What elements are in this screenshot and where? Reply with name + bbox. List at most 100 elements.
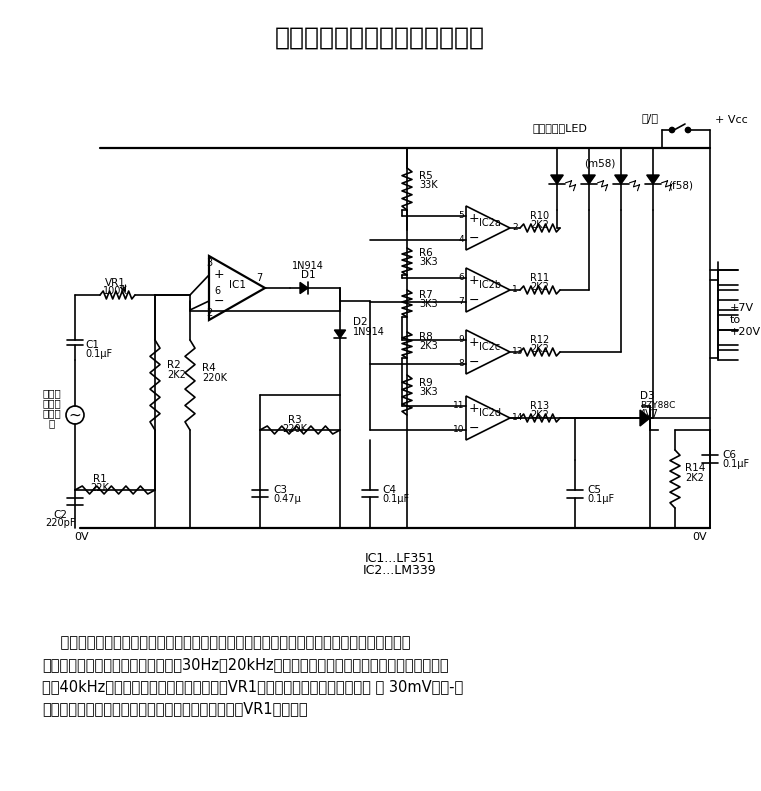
- Text: 输入信: 输入信: [43, 408, 62, 418]
- Text: C3: C3: [273, 485, 287, 495]
- Text: 7: 7: [458, 297, 464, 306]
- Text: 0.1μF: 0.1μF: [722, 459, 749, 469]
- Circle shape: [670, 127, 674, 133]
- Text: BZY88C: BZY88C: [640, 400, 675, 410]
- Text: 值）。在加上适当的输入信号时，指示器可通过调节VR1来校准。: 值）。在加上适当的输入信号时，指示器可通过调节VR1来校准。: [42, 701, 307, 716]
- Text: −: −: [469, 422, 479, 434]
- Text: IC1...LF351: IC1...LF351: [365, 551, 435, 565]
- Text: 二极管。这一电路能对音频频谱（即30Hz～20kHz）内的输入信号作出响应，但减小的响应可扩: 二极管。这一电路能对音频频谱（即30Hz～20kHz）内的输入信号作出响应，但减…: [42, 657, 449, 672]
- Text: +: +: [214, 268, 224, 282]
- Text: (m58): (m58): [584, 158, 616, 168]
- Text: 6: 6: [458, 274, 464, 282]
- Text: R3: R3: [288, 415, 302, 425]
- Text: IC2c: IC2c: [479, 342, 501, 352]
- Text: +: +: [469, 402, 479, 414]
- Text: −: −: [214, 294, 224, 308]
- Text: 0.1μF: 0.1μF: [382, 494, 409, 504]
- Text: (f58): (f58): [668, 180, 693, 190]
- Text: IC2b: IC2b: [479, 280, 501, 290]
- Text: 大到40kHz。对于如图所示的元件来说，在VR1顺时针调到头时，最大灵敏度 为 30mV（峰-峰: 大到40kHz。对于如图所示的元件来说，在VR1顺时针调到头时，最大灵敏度 为 …: [42, 679, 463, 694]
- Text: 3: 3: [206, 258, 212, 268]
- Text: 6: 6: [214, 286, 220, 296]
- Text: 8: 8: [458, 359, 464, 369]
- Text: −: −: [469, 293, 479, 306]
- Text: C1: C1: [85, 340, 99, 350]
- Text: 2K2: 2K2: [167, 370, 186, 380]
- Text: 2: 2: [206, 308, 212, 318]
- Text: +: +: [469, 211, 479, 225]
- Text: 2: 2: [512, 224, 517, 233]
- Text: R12: R12: [530, 335, 549, 345]
- Text: 220K: 220K: [202, 373, 227, 383]
- Text: 来自换: 来自换: [43, 388, 62, 398]
- Polygon shape: [640, 410, 650, 426]
- Text: 3K3: 3K3: [419, 299, 438, 309]
- Text: IC2...LM339: IC2...LM339: [363, 563, 437, 577]
- Text: R14: R14: [685, 463, 705, 473]
- Polygon shape: [647, 175, 659, 184]
- Text: 14: 14: [512, 414, 524, 422]
- Text: C6: C6: [722, 450, 736, 460]
- Text: 0V: 0V: [75, 532, 89, 542]
- Text: 廉价的交流信号条状刻度指示器: 廉价的交流信号条状刻度指示器: [275, 26, 485, 50]
- Text: +7V: +7V: [730, 303, 754, 313]
- Text: 13: 13: [512, 347, 524, 357]
- Text: D3: D3: [640, 391, 654, 401]
- Text: R7: R7: [419, 290, 433, 300]
- Text: 指示器用来显示各种换能器的交流小信号的峰值电平。各种换能器包括话筒、应变仪和光电: 指示器用来显示各种换能器的交流小信号的峰值电平。各种换能器包括话筒、应变仪和光电: [42, 635, 410, 650]
- Text: R1: R1: [93, 474, 107, 484]
- Polygon shape: [551, 175, 563, 184]
- Text: 220pF: 220pF: [45, 518, 75, 528]
- Polygon shape: [583, 175, 595, 184]
- Polygon shape: [334, 330, 345, 338]
- Text: IC1: IC1: [228, 280, 246, 290]
- Text: 100K: 100K: [103, 286, 127, 296]
- Text: 220K: 220K: [282, 424, 307, 434]
- Text: +: +: [469, 274, 479, 286]
- Text: 2K2: 2K2: [530, 344, 549, 354]
- Text: 33K: 33K: [419, 180, 438, 190]
- Text: 0.1μF: 0.1μF: [85, 349, 112, 359]
- Text: + Vcc: + Vcc: [715, 115, 748, 125]
- Text: 9: 9: [458, 335, 464, 345]
- Polygon shape: [300, 282, 308, 293]
- Text: 10: 10: [453, 426, 464, 434]
- Text: R2: R2: [167, 360, 181, 370]
- Text: 0.47μ: 0.47μ: [273, 494, 301, 504]
- Text: 2K2: 2K2: [530, 282, 549, 292]
- Text: to: to: [730, 315, 741, 325]
- Text: 0.1μF: 0.1μF: [587, 494, 614, 504]
- Text: D2: D2: [353, 317, 368, 327]
- Circle shape: [66, 406, 84, 424]
- Text: 2K2: 2K2: [530, 220, 549, 230]
- Circle shape: [686, 127, 690, 133]
- Text: R4: R4: [202, 363, 216, 373]
- Text: 号: 号: [49, 418, 55, 428]
- Text: 2K2: 2K2: [530, 410, 549, 420]
- Text: 开/关: 开/关: [642, 113, 658, 123]
- Text: −: −: [469, 232, 479, 244]
- Text: D1: D1: [301, 270, 315, 280]
- Text: +20V: +20V: [730, 327, 761, 337]
- Text: R13: R13: [530, 401, 549, 411]
- Text: 2K2: 2K2: [685, 473, 704, 483]
- Text: 1: 1: [512, 286, 517, 294]
- Text: R6: R6: [419, 248, 433, 258]
- Text: 0V: 0V: [693, 532, 707, 542]
- Text: 3K3: 3K3: [419, 387, 438, 397]
- Text: 电平指示器LED: 电平指示器LED: [533, 123, 587, 133]
- Text: 2K3: 2K3: [419, 341, 438, 351]
- Text: 1N914: 1N914: [353, 327, 385, 337]
- Polygon shape: [615, 175, 627, 184]
- Text: 3K3: 3K3: [419, 257, 438, 267]
- Text: R10: R10: [530, 211, 549, 221]
- Text: R11: R11: [530, 273, 549, 283]
- Text: +: +: [469, 335, 479, 349]
- Text: 11: 11: [453, 402, 464, 411]
- Text: C2: C2: [53, 510, 67, 520]
- Text: VR1: VR1: [104, 278, 126, 288]
- Text: C5: C5: [587, 485, 601, 495]
- Text: C4: C4: [382, 485, 396, 495]
- Text: IC2d: IC2d: [479, 408, 501, 418]
- Text: 1N914: 1N914: [292, 261, 324, 271]
